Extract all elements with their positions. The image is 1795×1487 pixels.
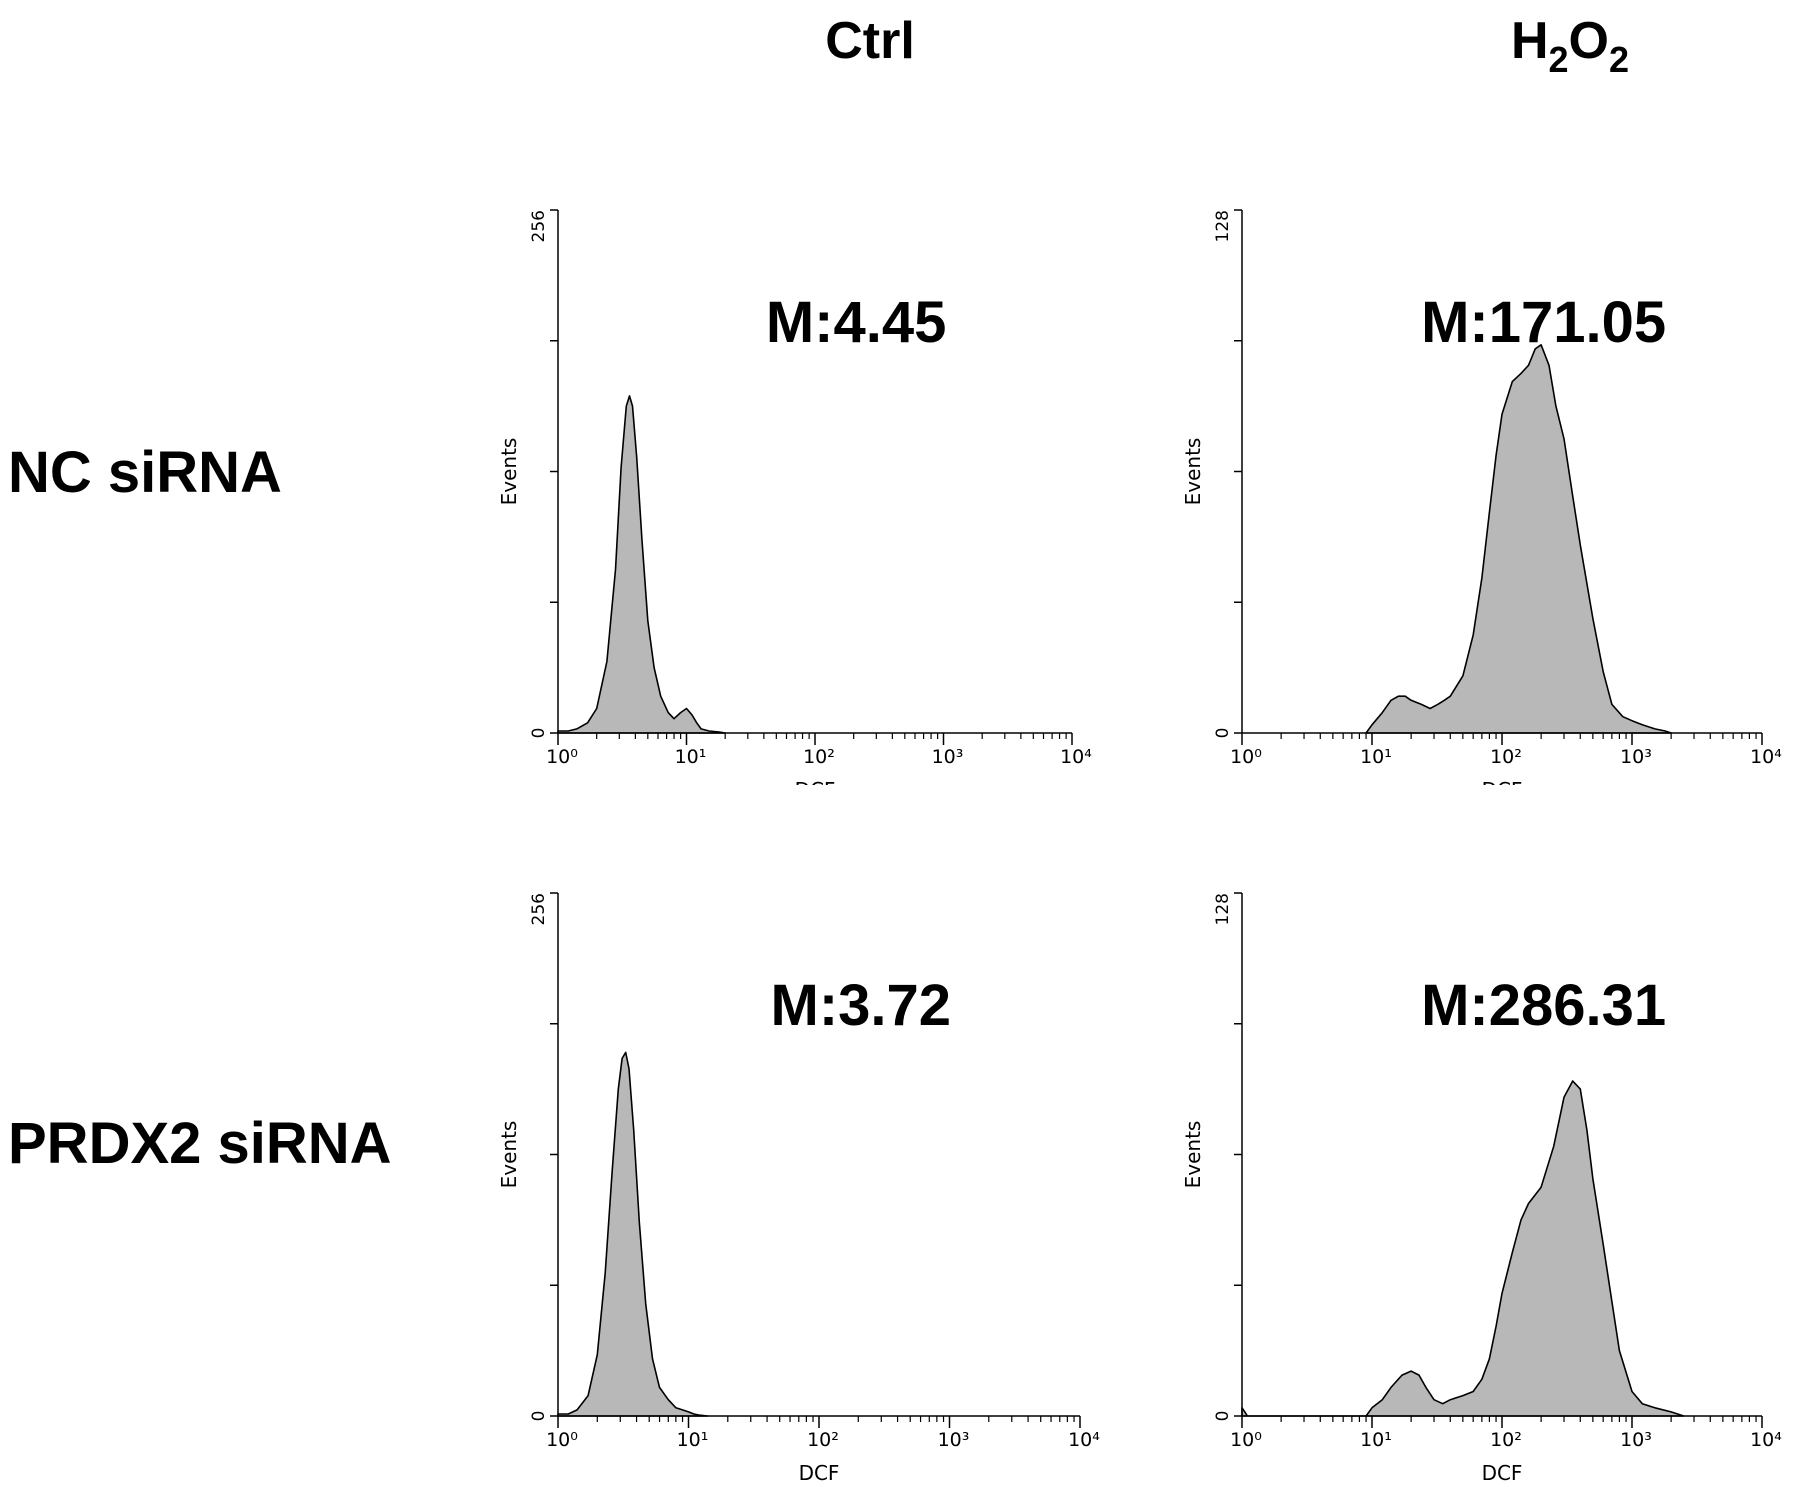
- histogram-panel-prdx2-ctrl: 0 256 10⁰ 10¹ 10² 10³ 10⁴ Events DCF M:3.72: [497, 892, 1100, 1485]
- x-tick-label: 10²: [1490, 746, 1522, 768]
- x-tick-label: 10¹: [677, 1429, 709, 1451]
- mean-annotation: M:171.05: [1421, 290, 1666, 355]
- y-tick-label: 0: [1213, 1411, 1233, 1422]
- x-tick-label: 10³: [932, 746, 964, 768]
- y-axis-title: Events: [1181, 1121, 1205, 1189]
- x-tick-label: 10³: [938, 1429, 970, 1451]
- mean-annotation: M:286.31: [1421, 973, 1666, 1038]
- x-axis-title: DCF: [799, 1461, 840, 1485]
- x-tick-label: 10⁰: [1230, 746, 1262, 768]
- x-tick-label: 10⁴: [1060, 746, 1092, 768]
- x-tick-label: 10¹: [1360, 1429, 1392, 1451]
- mean-annotation: M:4.45: [766, 290, 947, 355]
- x-tick-label: 10²: [1490, 1429, 1522, 1451]
- x-tick-label: 10⁰: [546, 1429, 578, 1451]
- y-tick-label: 128: [1213, 893, 1233, 925]
- histogram-area: [1365, 344, 1672, 734]
- x-tick-label: 10⁰: [546, 746, 578, 768]
- y-tick-label: 256: [529, 893, 549, 925]
- x-axis-title: DCF: [795, 778, 836, 802]
- y-tick-label: 0: [1213, 728, 1233, 739]
- y-tick-label: 0: [529, 728, 549, 739]
- x-tick-label: 10⁰: [1230, 1429, 1262, 1451]
- histogram-area: [557, 1051, 709, 1417]
- y-tick-label: 128: [1213, 210, 1233, 242]
- histogram-area: [557, 395, 726, 734]
- x-tick-label: 10¹: [1360, 746, 1392, 768]
- row-label-nc-sirna: NC siRNA: [8, 440, 282, 505]
- x-tick-label: 10³: [1620, 746, 1652, 768]
- x-tick-label: 10³: [1620, 1429, 1652, 1451]
- y-axis-title: Events: [497, 438, 521, 506]
- histogram-panel-prdx2-h2o2: 0 128 10⁰ 10¹ 10² 10³ 10⁴ Events DCF M:286.31: [1181, 892, 1782, 1485]
- histogram-panel-nc-ctrl: 0 256 10⁰ 10¹ 10² 10³ 10⁴ Events DCF M:4.45: [497, 209, 1092, 802]
- x-axis-title: DCF: [1482, 778, 1523, 802]
- column-header-ctrl: Ctrl: [825, 12, 915, 70]
- x-tick-label: 10⁴: [1750, 746, 1782, 768]
- x-tick-label: 10²: [803, 746, 835, 768]
- y-tick-label: 256: [529, 210, 549, 242]
- x-tick-label: 10¹: [675, 746, 707, 768]
- mean-annotation: M:3.72: [771, 973, 952, 1038]
- histogram-panel-nc-h2o2: 0 128 10⁰ 10¹ 10² 10³ 10⁴ Events DCF M:171.05: [1181, 209, 1782, 802]
- y-axis-title: Events: [1181, 438, 1205, 506]
- y-axis-title: Events: [497, 1121, 521, 1189]
- x-tick-label: 10⁴: [1750, 1429, 1782, 1451]
- histogram-area: [1241, 1080, 1685, 1417]
- column-header-h2o2: H2O2: [1511, 12, 1629, 80]
- x-tick-label: 10⁴: [1068, 1429, 1100, 1451]
- x-axis-title: DCF: [1482, 1461, 1523, 1485]
- row-label-prdx2-sirna: PRDX2 siRNA: [8, 1111, 392, 1176]
- x-tick-label: 10²: [807, 1429, 839, 1451]
- y-tick-label: 0: [529, 1411, 549, 1422]
